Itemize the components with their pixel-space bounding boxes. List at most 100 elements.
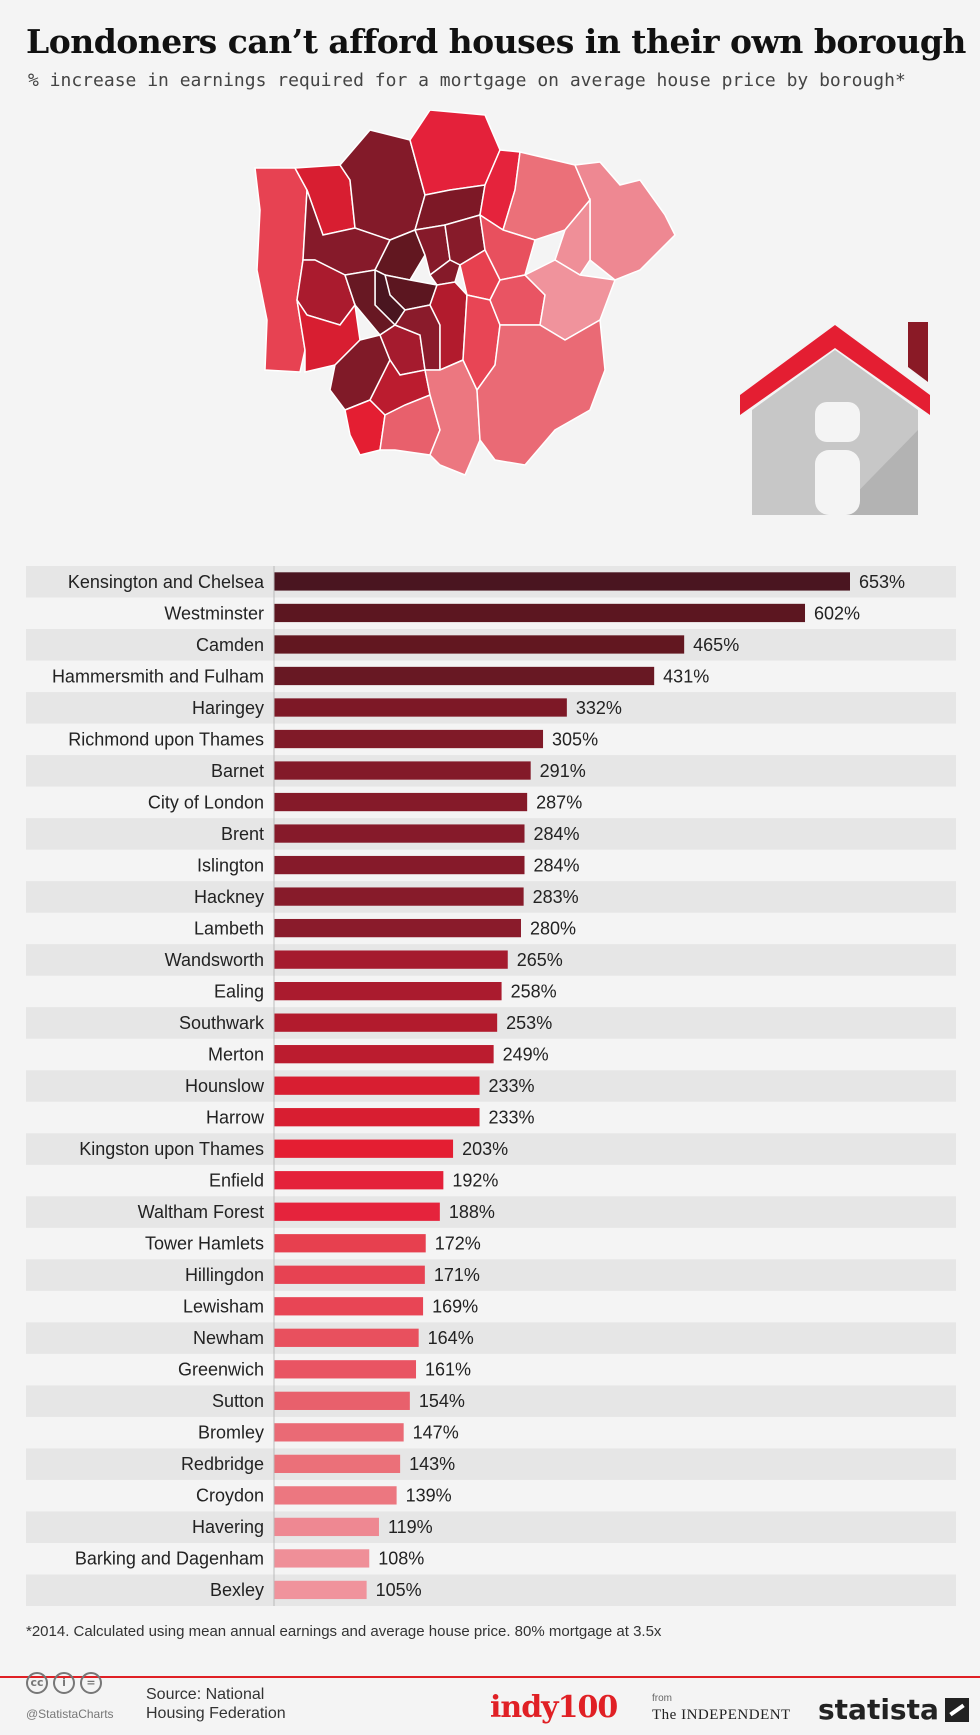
source-text: Source: National Housing Federation: [146, 1685, 326, 1723]
license-icons: cc i =: [26, 1672, 102, 1694]
category-label: City of London: [148, 792, 264, 812]
bar: [274, 1202, 440, 1221]
person-icon: i: [53, 1672, 75, 1694]
value-label: 143%: [409, 1454, 455, 1474]
value-label: 265%: [517, 950, 563, 970]
statista-logo[interactable]: statista: [818, 1693, 969, 1726]
value-label: 203%: [462, 1139, 508, 1159]
category-label: Hackney: [194, 887, 264, 907]
category-label: Lewisham: [183, 1297, 264, 1317]
category-label: Hillingdon: [185, 1265, 264, 1285]
map-borough-city-of-london: [428, 259, 461, 286]
statista-handle[interactable]: @StatistaCharts: [26, 1707, 114, 1721]
value-label: 233%: [489, 1108, 535, 1128]
category-label: Kensington and Chelsea: [68, 572, 265, 592]
row-shade: [26, 1133, 956, 1165]
bar: [274, 729, 544, 749]
category-label: Camden: [196, 635, 264, 655]
category-label: Newham: [193, 1328, 264, 1348]
value-label: 253%: [506, 1013, 552, 1033]
bar: [274, 572, 850, 591]
value-label: 283%: [533, 887, 579, 907]
row-shade: [26, 1574, 956, 1606]
chart-subtitle: % increase in earnings required for a mo…: [28, 70, 906, 91]
category-label: Sutton: [212, 1391, 264, 1411]
bar: [274, 1297, 424, 1316]
category-label: Enfield: [209, 1171, 264, 1191]
category-label: Greenwich: [178, 1360, 264, 1380]
bar: [274, 887, 524, 906]
row-shade: [26, 1259, 956, 1291]
bar: [274, 635, 685, 654]
bar: [274, 982, 502, 1001]
value-label: 258%: [511, 981, 557, 1001]
value-label: 108%: [378, 1549, 424, 1569]
statista-wordmark: statista: [818, 1693, 939, 1726]
source-line-2: Housing Federation: [146, 1705, 286, 1722]
value-label: 284%: [534, 824, 580, 844]
row-shade: [26, 1196, 956, 1228]
row-shade: [26, 1322, 956, 1354]
category-label: Havering: [192, 1517, 264, 1537]
source-line-1: Source: National: [146, 1686, 265, 1703]
map-borough-hillingdon: [254, 167, 308, 373]
value-label: 287%: [536, 792, 582, 812]
value-label: 161%: [425, 1360, 471, 1380]
bar: [274, 855, 525, 875]
value-label: 332%: [576, 698, 622, 718]
category-label: Merton: [208, 1044, 264, 1064]
bar: [274, 1486, 397, 1505]
category-label: Brent: [221, 824, 264, 844]
bar: [274, 1171, 444, 1190]
category-label: Kingston upon Thames: [79, 1139, 264, 1159]
category-label: Bromley: [198, 1423, 264, 1443]
map-borough-barking-dagenham: [554, 197, 591, 277]
value-label: 192%: [452, 1171, 498, 1191]
category-label: Croydon: [196, 1486, 264, 1506]
category-label: Barking and Dagenham: [75, 1549, 264, 1569]
bar: [274, 1076, 480, 1095]
indy100-logo[interactable]: indy100: [490, 1690, 618, 1725]
bar: [274, 1391, 410, 1410]
value-label: 284%: [534, 855, 580, 875]
category-label: Redbridge: [181, 1454, 264, 1474]
category-label: Harrow: [206, 1108, 265, 1128]
category-label: Barnet: [211, 761, 264, 781]
category-label: Hounslow: [185, 1076, 265, 1096]
value-label: 171%: [434, 1265, 480, 1285]
from-label: from: [652, 1693, 672, 1704]
row-shade: [26, 1448, 956, 1480]
bar: [274, 698, 567, 717]
bar: [274, 761, 531, 780]
value-label: 105%: [376, 1580, 422, 1600]
bar: [274, 1423, 404, 1442]
bar: [274, 1454, 401, 1474]
value-label: 147%: [413, 1423, 459, 1443]
bar: [274, 1234, 426, 1253]
category-label: Tower Hamlets: [145, 1234, 264, 1254]
value-label: 188%: [449, 1202, 495, 1222]
category-label: Lambeth: [194, 918, 264, 938]
category-label: Bexley: [210, 1580, 264, 1600]
london-borough-map: [254, 110, 676, 476]
value-label: 164%: [428, 1328, 474, 1348]
bar: [274, 1328, 419, 1347]
bar: [274, 824, 525, 843]
value-label: 119%: [388, 1517, 433, 1537]
value-label: 602%: [814, 603, 860, 623]
statista-mark-icon: [944, 1698, 969, 1722]
value-label: 154%: [419, 1391, 465, 1411]
value-label: 169%: [432, 1297, 478, 1317]
bar: [274, 918, 521, 938]
bar: [274, 1045, 494, 1064]
bar-chart: Kensington and Chelsea 653% Westminster 602…: [26, 566, 956, 1606]
category-label: Ealing: [214, 981, 264, 1001]
row-shade: [26, 1385, 956, 1417]
bar: [274, 603, 806, 623]
value-label: 233%: [489, 1076, 535, 1096]
value-label: 280%: [530, 918, 576, 938]
independent-logo[interactable]: The INDEPENDENT: [652, 1707, 791, 1723]
value-label: 139%: [406, 1486, 452, 1506]
row-shade: [26, 1511, 956, 1543]
bar: [274, 1139, 454, 1158]
